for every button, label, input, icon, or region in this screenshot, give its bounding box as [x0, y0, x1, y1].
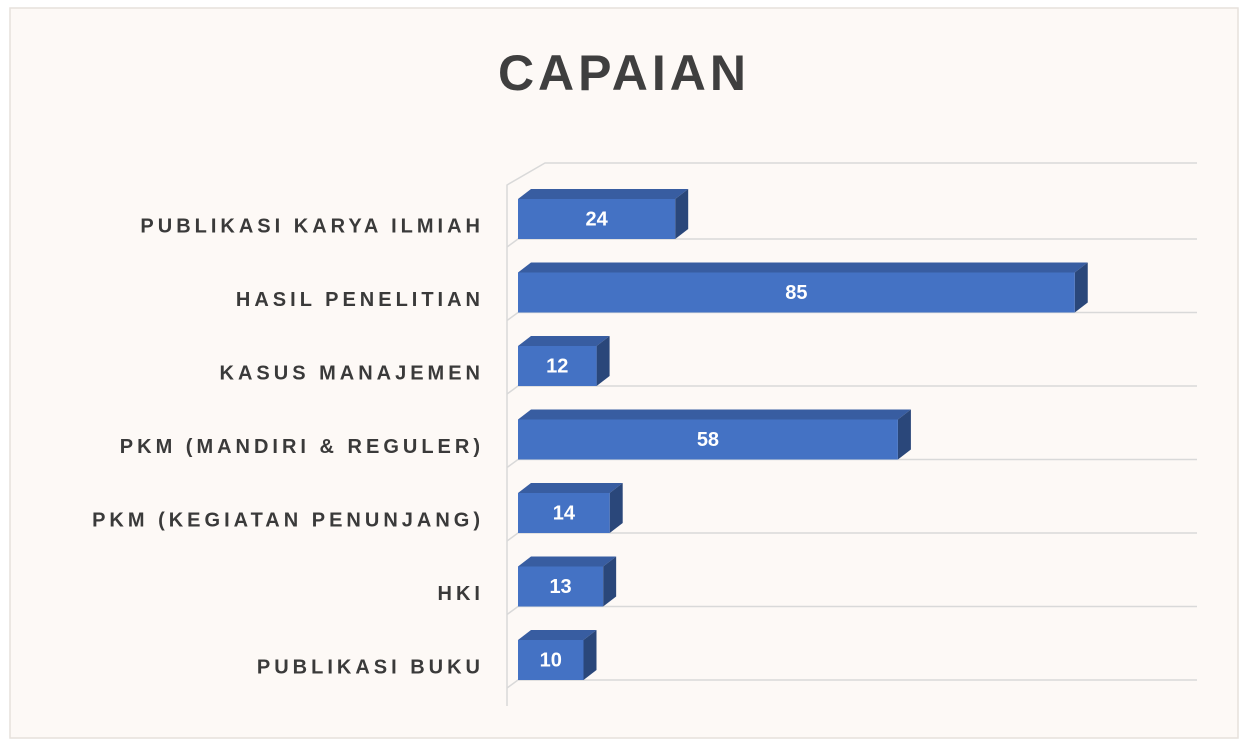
category-label: PKM (MANDIRI & REGULER): [120, 436, 484, 458]
category-label: HASIL PENELITIAN: [236, 289, 484, 311]
category-label: PKM (KEGIATAN PENUNJANG): [92, 509, 484, 531]
data-label: 24: [585, 208, 608, 230]
chart-title: CAPAIAN: [498, 45, 750, 101]
category-label: HKI: [438, 583, 484, 605]
data-label: 58: [697, 429, 719, 451]
bar-top: [518, 409, 911, 420]
bar-side: [596, 336, 610, 386]
axis-wall: [506, 162, 1197, 706]
bar-side: [583, 630, 597, 680]
bar-top: [518, 336, 610, 346]
data-label: 13: [549, 576, 571, 598]
bar-top: [518, 630, 597, 640]
bar: [518, 556, 617, 607]
bar-top: [518, 556, 617, 567]
bar-side: [675, 189, 689, 239]
bar-side: [603, 556, 617, 607]
bar-front: [518, 346, 597, 386]
bar-top: [518, 483, 623, 493]
data-label: 10: [540, 649, 562, 671]
bar-front: [518, 566, 604, 607]
data-label: 14: [553, 502, 576, 524]
bar-side: [897, 409, 911, 460]
category-label: PUBLIKASI BUKU: [257, 656, 484, 678]
bar-side: [1074, 262, 1088, 313]
bar: [518, 483, 623, 533]
data-label: 85: [785, 282, 807, 304]
bar: [518, 336, 610, 386]
data-label: 12: [546, 355, 568, 377]
bar-side: [609, 483, 623, 533]
bar-front: [518, 272, 1075, 313]
bar-front: [518, 199, 676, 239]
bar-front: [518, 640, 584, 680]
bar: [518, 409, 911, 460]
bar: [518, 630, 597, 680]
category-label: KASUS MANAJEMEN: [220, 362, 484, 384]
bar-front: [518, 493, 610, 533]
bar-top: [518, 262, 1088, 273]
bar-top: [518, 189, 689, 199]
bar-front: [518, 419, 898, 460]
bar: [518, 262, 1088, 313]
category-label: PUBLIKASI KARYA ILMIAH: [140, 215, 484, 237]
chart-frame: [9, 7, 1239, 739]
bar: [518, 189, 689, 239]
